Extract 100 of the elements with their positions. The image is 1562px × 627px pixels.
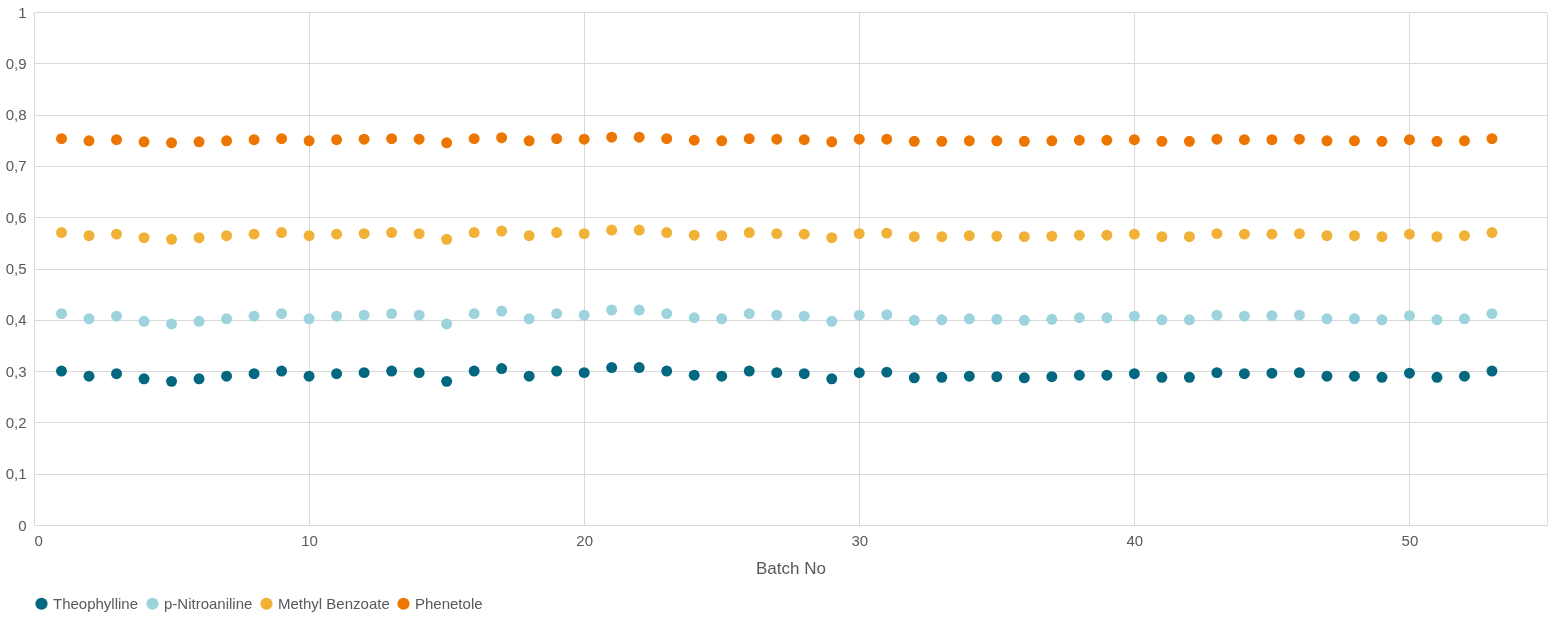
y-tick-label: 0,4: [5, 311, 27, 329]
point: [936, 135, 948, 147]
point: [303, 313, 315, 325]
point: [1183, 135, 1195, 147]
point: [331, 228, 343, 240]
point: [1403, 310, 1415, 322]
point: [936, 231, 948, 243]
point: [578, 367, 590, 379]
point: [1183, 314, 1195, 326]
point: [358, 309, 370, 321]
point: [1459, 370, 1470, 382]
point: [386, 308, 398, 320]
point: [523, 135, 535, 147]
point: [166, 375, 178, 387]
point: [551, 133, 563, 145]
point: [1128, 134, 1140, 146]
point: [248, 368, 260, 380]
point: [496, 225, 508, 237]
point: [661, 308, 673, 320]
point: [881, 366, 893, 378]
point: [468, 365, 480, 377]
point: [936, 314, 948, 326]
point: [1183, 231, 1195, 243]
point: [221, 313, 233, 325]
point: [1321, 370, 1333, 382]
point: [56, 227, 67, 239]
point: [1018, 231, 1030, 243]
point: [991, 371, 1003, 383]
point: [1348, 313, 1360, 325]
legend-label: Theophylline: [53, 594, 139, 612]
point: [1403, 228, 1415, 240]
point: [1156, 371, 1168, 383]
point: [413, 309, 425, 321]
point: [1046, 135, 1058, 147]
point: [1376, 314, 1388, 326]
point: [1238, 134, 1250, 146]
point: [1156, 314, 1168, 326]
point: [771, 228, 783, 240]
x-tick-label: 10: [301, 531, 318, 549]
point: [1018, 135, 1030, 147]
point: [1403, 134, 1415, 146]
point: [1211, 309, 1223, 321]
point: [1266, 228, 1278, 240]
point: [1348, 370, 1360, 382]
point: [111, 310, 122, 322]
point: [276, 308, 288, 320]
point: [56, 133, 67, 145]
point: [661, 365, 673, 377]
point: [111, 228, 122, 240]
point: [523, 230, 535, 242]
y-tick-label: 0,3: [5, 362, 27, 380]
point: [56, 308, 67, 320]
point: [111, 134, 122, 146]
point: [1376, 135, 1388, 147]
point: [798, 368, 810, 380]
point: [881, 227, 893, 239]
point: [496, 305, 508, 317]
point: [358, 228, 370, 240]
point: [193, 232, 205, 244]
point: [1211, 133, 1223, 145]
point: [1431, 135, 1443, 147]
point: [826, 136, 838, 148]
point: [386, 227, 398, 239]
point: [193, 136, 205, 148]
point: [908, 231, 920, 243]
point: [963, 313, 975, 325]
point: [523, 313, 535, 325]
point: [1431, 314, 1443, 326]
point: [661, 227, 673, 239]
point: [331, 368, 343, 380]
point: [1486, 133, 1498, 145]
x-tick-label: 30: [851, 531, 869, 549]
point: [1486, 365, 1498, 377]
point: [441, 233, 453, 245]
point: [771, 133, 783, 145]
point: [551, 365, 563, 377]
point: [523, 370, 535, 382]
point: [1431, 371, 1443, 383]
point: [111, 368, 122, 380]
point: [1156, 135, 1168, 147]
point: [166, 137, 178, 149]
point: [578, 228, 590, 240]
point: [358, 133, 370, 145]
point: [908, 314, 920, 326]
point: [138, 373, 150, 385]
point: [83, 313, 95, 325]
point: [441, 318, 453, 330]
point: [1101, 312, 1113, 324]
point: [331, 134, 343, 146]
point: [221, 370, 233, 382]
point: [853, 309, 865, 321]
point: [1046, 313, 1058, 325]
point: [606, 224, 618, 236]
point: [1018, 314, 1030, 326]
point: [606, 362, 618, 373]
point: [1293, 367, 1305, 379]
x-tick-label: 20: [576, 531, 594, 549]
point: [716, 370, 728, 382]
point: [798, 228, 810, 240]
point: [771, 309, 783, 321]
